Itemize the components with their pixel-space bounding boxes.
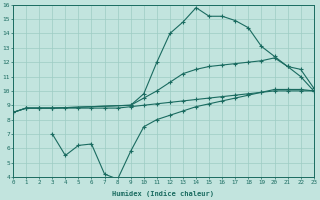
X-axis label: Humidex (Indice chaleur): Humidex (Indice chaleur): [112, 190, 214, 197]
